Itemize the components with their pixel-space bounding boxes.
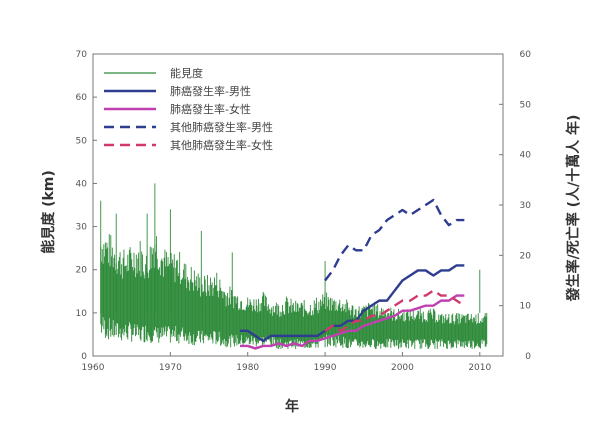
legend-label: 肺癌發生率-女性: [170, 102, 251, 116]
y-tick-label: 40: [76, 179, 88, 189]
x-tick-label: 1990: [314, 363, 337, 373]
x-tick-label: 1960: [82, 363, 105, 373]
x-axis-label: 年: [285, 398, 299, 415]
legend-label: 其他肺癌發生率-男性: [170, 120, 273, 134]
legend-label: 其他肺癌發生率-女性: [170, 138, 273, 152]
y2-tick-label: 0: [525, 352, 531, 362]
y2-tick-label: 60: [520, 50, 532, 60]
x-tick-label: 2000: [391, 363, 414, 373]
y2-tick-label: 40: [520, 151, 532, 161]
series-line-1: [239, 264, 465, 343]
legend-label: 肺癌發生率-男性: [170, 84, 251, 98]
x-tick-label: 1980: [236, 363, 259, 373]
y-tick-label: 20: [76, 266, 88, 276]
incidence-series: [239, 198, 465, 350]
y2-tick-label: 20: [520, 251, 532, 261]
visibility-series: [100, 183, 488, 350]
y-tick-label: 0: [81, 352, 87, 362]
y-tick-label: 70: [76, 50, 88, 60]
series-line-3: [324, 198, 465, 282]
series-line-4: [324, 289, 465, 333]
legend-label: 能見度: [170, 66, 203, 80]
y-tick-label: 30: [76, 223, 88, 233]
x-tick-label: 1970: [159, 363, 182, 373]
y2-tick-label: 30: [520, 201, 532, 211]
y-tick-label: 10: [76, 309, 88, 319]
series-line-2: [239, 294, 465, 350]
axis-ticks: 1960 1970 1980 1990 2000 20100102030405060700…: [76, 50, 532, 373]
x-tick-label: 2010: [468, 363, 491, 373]
y2-axis-label: 發生率/死亡率 (人/十萬人 年): [565, 115, 582, 303]
y2-tick-label: 10: [520, 302, 532, 312]
y-axis-label: 能見度 (km): [40, 170, 57, 254]
y-tick-label: 50: [76, 136, 88, 146]
y-tick-label: 60: [76, 93, 88, 103]
y2-tick-label: 50: [520, 100, 532, 110]
